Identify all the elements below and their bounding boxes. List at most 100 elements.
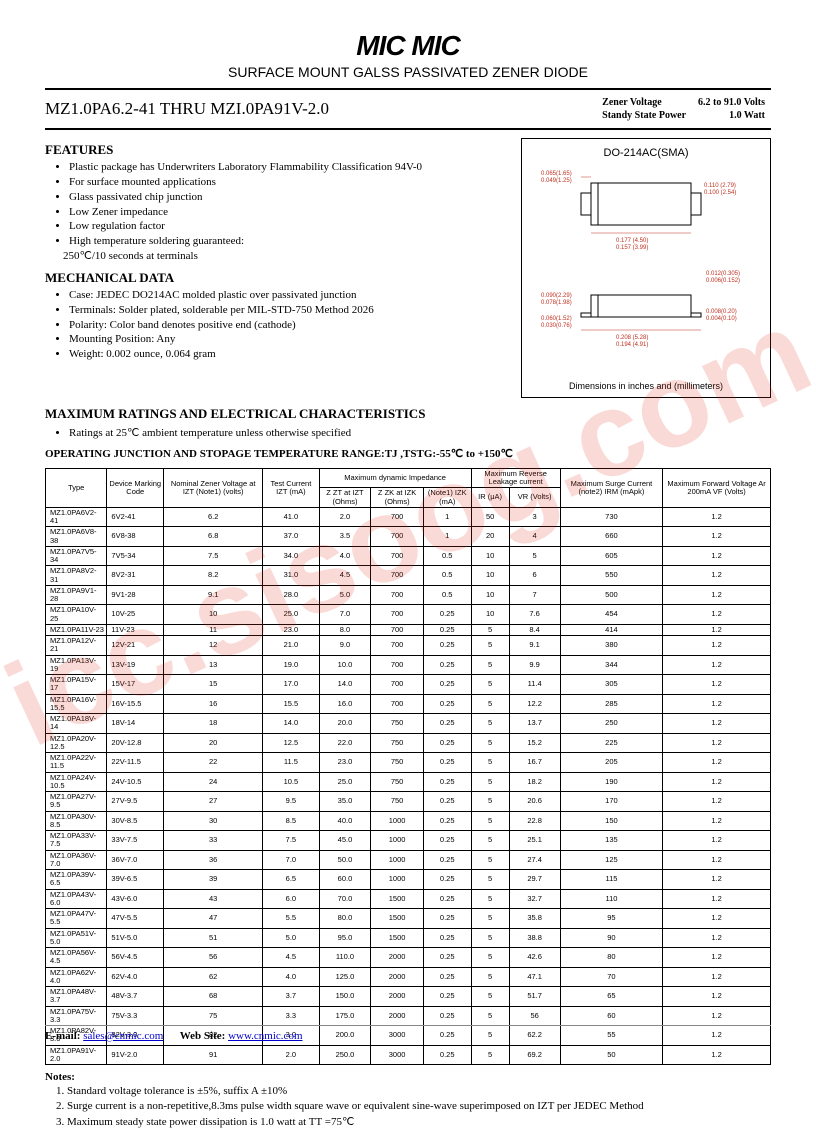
logo-row: MIC MIC bbox=[45, 30, 771, 62]
table-cell: 4.0 bbox=[263, 967, 319, 987]
table-row: MZ1.0PA43V-6.043V-6.0436.070.015000.2553… bbox=[46, 889, 771, 909]
table-cell: 1.2 bbox=[663, 675, 771, 695]
table-cell: 41.0 bbox=[263, 507, 319, 527]
table-cell: 34.0 bbox=[263, 546, 319, 566]
table-cell: 11.4 bbox=[509, 675, 560, 695]
table-cell: 1000 bbox=[371, 831, 423, 851]
table-cell: 5 bbox=[471, 792, 509, 812]
table-cell: 9.1 bbox=[164, 585, 263, 605]
table-cell: MZ1.0PA12V-21 bbox=[46, 636, 107, 656]
table-row: MZ1.0PA51V-5.051V-5.0515.095.015000.2553… bbox=[46, 928, 771, 948]
table-cell: 20V-12.8 bbox=[107, 733, 164, 753]
table-row: MZ1.0PA11V-2311V-231123.08.07000.2558.44… bbox=[46, 624, 771, 635]
table-cell: 700 bbox=[371, 675, 423, 695]
table-cell: 700 bbox=[371, 507, 423, 527]
table-cell: 3.5 bbox=[319, 527, 371, 547]
table-cell: 75V-3.3 bbox=[107, 1006, 164, 1026]
table-cell: 38.8 bbox=[509, 928, 560, 948]
table-cell: 8.2 bbox=[164, 566, 263, 586]
web-link[interactable]: www.cnmic.com bbox=[228, 1030, 302, 1042]
mechanical-list: Case: JEDEC DO214AC molded plastic over … bbox=[45, 288, 509, 362]
table-cell: 1.2 bbox=[663, 948, 771, 968]
table-cell: 2000 bbox=[371, 948, 423, 968]
table-cell: 0.25 bbox=[423, 792, 471, 812]
dim-text: 0.004(0.10) bbox=[706, 316, 737, 322]
table-cell: 700 bbox=[371, 655, 423, 675]
footer: E-mail: sales@cnmic.com Web Site: www.cn… bbox=[45, 1025, 771, 1042]
table-cell: 305 bbox=[560, 675, 663, 695]
table-cell: 62 bbox=[164, 967, 263, 987]
dim-text: 0.157 (3.99) bbox=[616, 245, 648, 251]
table-cell: 11V-23 bbox=[107, 624, 164, 635]
table-cell: 10.0 bbox=[319, 655, 371, 675]
table-cell: 1.2 bbox=[663, 909, 771, 929]
table-cell: 10 bbox=[164, 605, 263, 625]
table-cell: 17.0 bbox=[263, 675, 319, 695]
table-cell: 5 bbox=[471, 1045, 509, 1065]
table-row: MZ1.0PA91V-2.091V-2.0912.0250.030000.255… bbox=[46, 1045, 771, 1065]
table-cell: 5 bbox=[509, 546, 560, 566]
table-cell: 24V-10.5 bbox=[107, 772, 164, 792]
table-row: MZ1.0PA24V-10.524V-10.52410.525.07500.25… bbox=[46, 772, 771, 792]
table-cell: 0.5 bbox=[423, 546, 471, 566]
table-cell: MZ1.0PA27V-9.5 bbox=[46, 792, 107, 812]
table-cell: 62V-4.0 bbox=[107, 967, 164, 987]
table-cell: MZ1.0PA56V-4.5 bbox=[46, 948, 107, 968]
package-caption: Dimensions in inches and (millimeters) bbox=[522, 381, 770, 391]
table-cell: 20 bbox=[164, 733, 263, 753]
table-cell: 500 bbox=[560, 585, 663, 605]
table-cell: 30 bbox=[164, 811, 263, 831]
table-cell: 7.5 bbox=[164, 546, 263, 566]
table-cell: 700 bbox=[371, 624, 423, 635]
notes-section: Notes: Standard voltage tolerance is ±5%… bbox=[45, 1071, 771, 1129]
table-cell: 5.0 bbox=[263, 928, 319, 948]
table-cell: 1.2 bbox=[663, 1006, 771, 1026]
table-cell: 20.0 bbox=[319, 714, 371, 734]
table-cell: 95 bbox=[560, 909, 663, 929]
table-cell: 1.2 bbox=[663, 527, 771, 547]
table-cell: 0.25 bbox=[423, 714, 471, 734]
table-cell: 21.0 bbox=[263, 636, 319, 656]
mechanical-heading: MECHANICAL DATA bbox=[45, 270, 509, 286]
th-izk: (Note1) IZK (mA) bbox=[423, 488, 471, 508]
table-cell: 0.5 bbox=[423, 585, 471, 605]
table-cell: 18.2 bbox=[509, 772, 560, 792]
table-cell: 15 bbox=[164, 675, 263, 695]
email-label: E-mail: bbox=[45, 1030, 83, 1042]
table-row: MZ1.0PA75V-3.375V-3.3753.3175.020000.255… bbox=[46, 1006, 771, 1026]
table-cell: 1.2 bbox=[663, 507, 771, 527]
table-cell: 750 bbox=[371, 772, 423, 792]
table-cell: 5 bbox=[471, 870, 509, 890]
table-cell: MZ1.0PA51V-5.0 bbox=[46, 928, 107, 948]
table-cell: 5 bbox=[471, 948, 509, 968]
table-cell: 700 bbox=[371, 546, 423, 566]
table-cell: 344 bbox=[560, 655, 663, 675]
feature-item: For surface mounted applications bbox=[69, 175, 509, 190]
table-cell: 1000 bbox=[371, 811, 423, 831]
table-row: MZ1.0PA30V-8.530V-8.5308.540.010000.2552… bbox=[46, 811, 771, 831]
email-link[interactable]: sales@cnmic.com bbox=[83, 1030, 163, 1042]
table-cell: MZ1.0PA9V1-28 bbox=[46, 585, 107, 605]
table-row: MZ1.0PA9V1-289V1-289.128.05.07000.510750… bbox=[46, 585, 771, 605]
table-cell: 35.0 bbox=[319, 792, 371, 812]
th-ir: IR (μA) bbox=[471, 488, 509, 508]
dim-text: 0.008(0.20) bbox=[706, 309, 737, 315]
table-cell: MZ1.0PA20V-12.5 bbox=[46, 733, 107, 753]
table-cell: MZ1.0PA16V-15.5 bbox=[46, 694, 107, 714]
table-cell: 2000 bbox=[371, 967, 423, 987]
mechanical-item: Terminals: Solder plated, solderable per… bbox=[69, 303, 509, 318]
table-cell: 50.0 bbox=[319, 850, 371, 870]
table-cell: 125 bbox=[560, 850, 663, 870]
table-cell: 7.0 bbox=[263, 850, 319, 870]
table-cell: 20.6 bbox=[509, 792, 560, 812]
th-leak: Maximum Reverse Leakage current bbox=[471, 468, 560, 488]
table-cell: 18 bbox=[164, 714, 263, 734]
logo: MIC MIC bbox=[356, 30, 459, 62]
table-cell: 56V-4.5 bbox=[107, 948, 164, 968]
table-cell: 1500 bbox=[371, 909, 423, 929]
table-cell: 1.2 bbox=[663, 870, 771, 890]
table-cell: 225 bbox=[560, 733, 663, 753]
table-cell: 7.5 bbox=[263, 831, 319, 851]
table-cell: 10 bbox=[471, 585, 509, 605]
table-cell: 5 bbox=[471, 909, 509, 929]
